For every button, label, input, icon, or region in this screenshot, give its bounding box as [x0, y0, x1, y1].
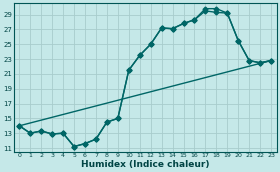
X-axis label: Humidex (Indice chaleur): Humidex (Indice chaleur)	[81, 159, 209, 169]
